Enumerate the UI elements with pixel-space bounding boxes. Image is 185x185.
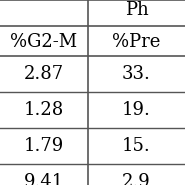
Text: %Pre: %Pre bbox=[112, 33, 161, 51]
Text: 19.: 19. bbox=[122, 101, 151, 119]
Text: 15.: 15. bbox=[122, 137, 151, 155]
Text: %G2-M: %G2-M bbox=[10, 33, 78, 51]
Text: Ph: Ph bbox=[125, 1, 148, 19]
Text: 9.41: 9.41 bbox=[24, 173, 64, 185]
Text: 1.28: 1.28 bbox=[24, 101, 64, 119]
Text: 2.87: 2.87 bbox=[24, 65, 64, 83]
Text: 1.79: 1.79 bbox=[24, 137, 64, 155]
Text: 2.9: 2.9 bbox=[122, 173, 151, 185]
Text: 33.: 33. bbox=[122, 65, 151, 83]
